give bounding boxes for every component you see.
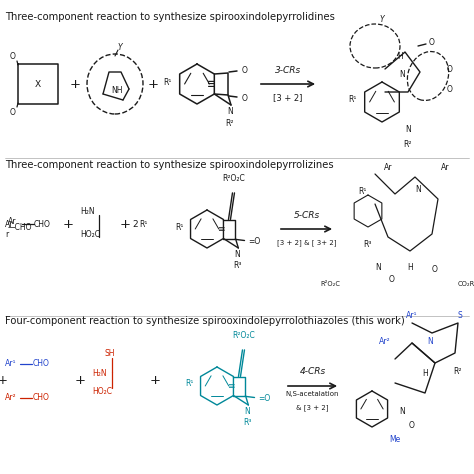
Text: Three-component reaction to synthesize spirooxindolepyrrolidines: Three-component reaction to synthesize s… [5,12,335,22]
Text: R¹: R¹ [176,222,184,231]
Text: X: X [35,80,41,89]
Text: R¹: R¹ [358,186,366,195]
Text: [3 + 2] & [ 3+ 2]: [3 + 2] & [ 3+ 2] [277,240,336,246]
Text: 4-CRs: 4-CRs [300,367,326,376]
Text: HO₂C: HO₂C [92,386,112,395]
Text: ≡: ≡ [217,225,225,234]
Text: N,S-acetalation: N,S-acetalation [286,391,339,397]
Text: H: H [407,263,413,272]
Text: 2: 2 [132,219,138,228]
Text: 5-CRs: 5-CRs [293,210,319,219]
Text: N: N [399,70,405,79]
Text: Ar: Ar [5,219,13,228]
Text: ≡: ≡ [207,79,215,89]
Text: N: N [399,407,405,416]
Text: +: + [119,218,130,230]
Text: R¹: R¹ [186,380,194,389]
Text: Me: Me [389,435,401,444]
Text: Ar: Ar [441,163,449,172]
Text: CHO: CHO [33,359,50,368]
Text: O: O [447,64,453,73]
Text: H: H [422,368,428,377]
Text: +: + [74,374,85,388]
Text: Y: Y [380,15,384,24]
Text: R²: R² [226,119,234,128]
Text: O: O [429,37,435,46]
Text: R¹: R¹ [348,94,357,103]
Text: N: N [227,107,233,116]
Text: NH: NH [111,85,123,94]
Text: +: + [70,78,81,91]
Text: O: O [242,65,248,74]
Text: R²O₂C: R²O₂C [222,174,245,183]
Text: R³: R³ [364,239,372,248]
Text: O: O [10,52,16,61]
Text: R³: R³ [233,261,242,270]
Text: +: + [63,218,73,230]
Text: r: r [5,229,8,238]
Text: N: N [427,337,433,346]
Text: 3-CRs: 3-CRs [275,65,301,74]
Text: SH: SH [105,349,116,358]
Text: O: O [409,421,415,430]
Text: R¹: R¹ [139,219,147,228]
Text: R³: R³ [243,418,252,427]
Text: R²: R² [404,139,412,148]
Text: =O: =O [248,237,261,246]
Text: CHO: CHO [33,393,50,402]
Text: R²: R² [454,366,462,375]
Text: ≡: ≡ [227,382,235,391]
Text: CO₂R: CO₂R [458,281,474,287]
Text: N: N [245,407,250,416]
Text: HO₂C: HO₂C [80,229,100,238]
Text: O: O [447,84,453,93]
Text: N: N [375,263,381,272]
Text: Three-component reaction to synthesize spirooxindolepyrrolizines: Three-component reaction to synthesize s… [5,160,334,170]
Text: H₂N: H₂N [92,370,107,379]
Text: N: N [405,125,411,134]
Text: O: O [389,274,395,283]
Text: S: S [457,311,462,320]
Text: Ar¹: Ar¹ [406,311,418,320]
Text: =O: =O [258,394,271,403]
Text: Ar²: Ar² [5,393,17,402]
Text: Ar¹: Ar¹ [5,359,17,368]
Text: O: O [432,264,438,273]
Text: +: + [147,78,158,91]
Text: Ar: Ar [8,217,17,226]
Text: H: H [397,52,403,61]
Text: R¹: R¹ [164,78,172,86]
Text: O: O [242,93,248,102]
Text: CHO: CHO [34,219,51,228]
Text: O: O [10,108,16,117]
Text: [3 + 2]: [3 + 2] [273,93,303,102]
Text: N: N [235,250,240,259]
Text: Ar: Ar [384,163,392,172]
Text: H₂N: H₂N [80,207,95,216]
Text: Four-component reaction to synthesize spirooxindolepyrrolothiazoles (this work): Four-component reaction to synthesize sp… [5,316,405,326]
Text: R²O₂C: R²O₂C [320,281,340,287]
Text: Ar²: Ar² [379,337,391,346]
Text: —CHO: —CHO [8,222,33,231]
Text: R²O₂C: R²O₂C [232,331,255,340]
Text: Y: Y [118,43,122,52]
Text: +: + [149,374,161,388]
Text: N: N [415,184,421,193]
Text: & [3 + 2]: & [3 + 2] [296,405,329,411]
Text: +: + [0,374,8,388]
